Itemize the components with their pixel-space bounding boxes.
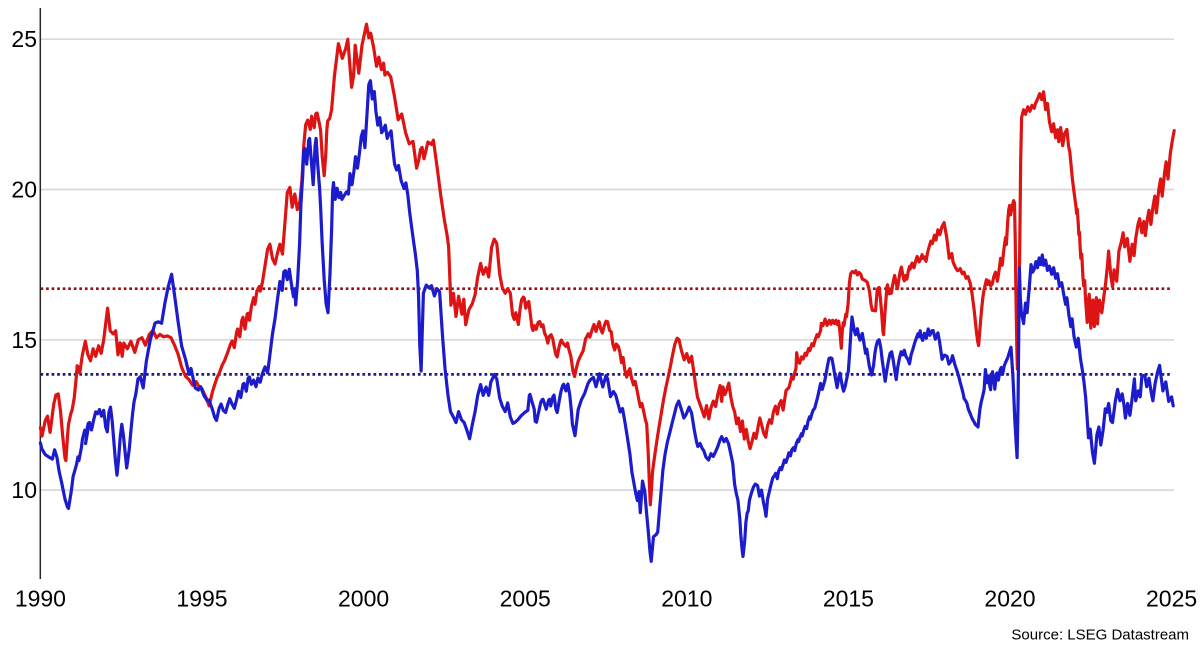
svg-text:2025: 2025	[1146, 586, 1197, 612]
svg-text:15: 15	[11, 327, 37, 353]
svg-text:Source: LSEG Datastream: Source: LSEG Datastream	[1011, 627, 1189, 644]
svg-text:1995: 1995	[176, 586, 227, 612]
svg-text:2015: 2015	[823, 586, 874, 612]
svg-text:2020: 2020	[984, 586, 1035, 612]
svg-text:2010: 2010	[661, 586, 712, 612]
svg-text:20: 20	[11, 177, 37, 203]
svg-text:25: 25	[11, 26, 37, 52]
svg-text:2000: 2000	[338, 586, 389, 612]
svg-text:1990: 1990	[15, 586, 66, 612]
svg-text:10: 10	[11, 477, 37, 503]
svg-text:2005: 2005	[500, 586, 551, 612]
